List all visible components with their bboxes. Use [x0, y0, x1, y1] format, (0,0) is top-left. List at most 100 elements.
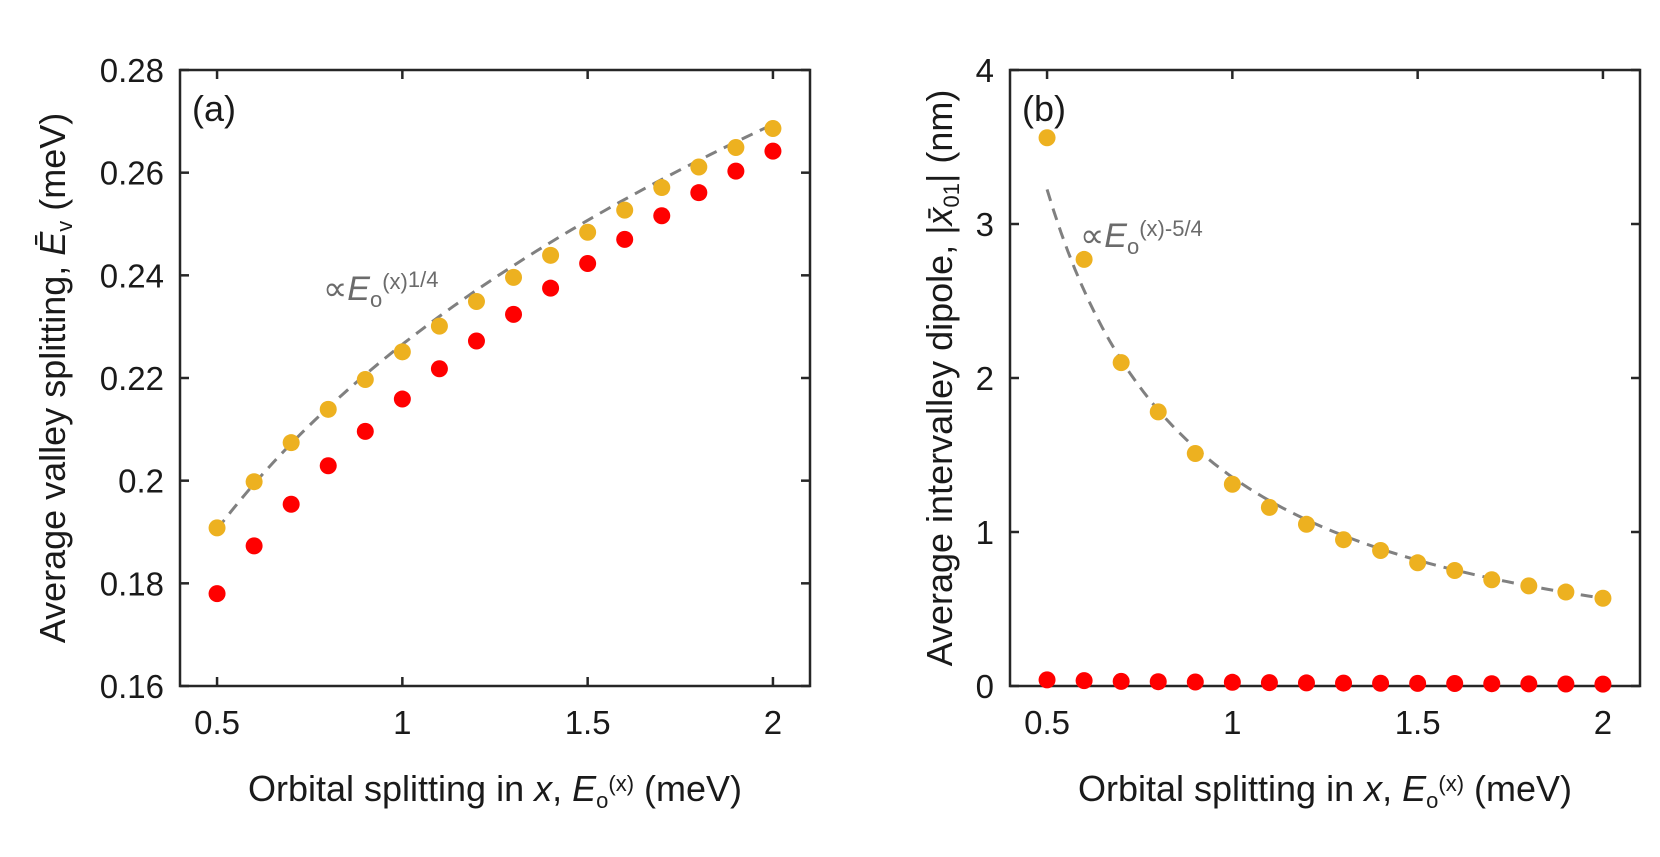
data-point-red — [282, 495, 300, 513]
data-point-yellow — [1223, 475, 1241, 493]
xlabel-a-sub: o — [596, 788, 608, 813]
y-tick-label: 1 — [976, 514, 994, 551]
data-point-yellow — [1483, 571, 1501, 589]
plot-a-frame — [178, 68, 812, 688]
x-tick-label: 0.5 — [194, 704, 240, 741]
panel-a-label: (a) — [192, 88, 236, 129]
fit-b-prefix: ∝ — [1080, 217, 1104, 255]
data-point-yellow — [245, 473, 263, 491]
data-point-yellow — [1520, 577, 1538, 595]
data-point-yellow — [505, 268, 523, 286]
y-tick-label: 0.26 — [100, 155, 164, 192]
xlabel-a-sep: , — [552, 768, 572, 809]
data-point-red — [1520, 675, 1538, 693]
data-point-red — [393, 390, 411, 408]
ylabel-a-sym: Ē — [32, 231, 73, 256]
data-point-yellow — [1594, 589, 1612, 607]
panel-a-fit — [215, 123, 774, 531]
data-point-yellow — [1335, 531, 1353, 549]
fit-line — [215, 123, 774, 531]
data-point-yellow — [579, 223, 597, 241]
data-point-red — [1557, 675, 1575, 693]
fit-line — [1045, 188, 1604, 600]
data-point-red — [1038, 671, 1056, 689]
data-point-red — [1409, 674, 1427, 692]
fit-a-symbol: E — [347, 270, 370, 308]
data-point-red — [616, 230, 634, 248]
x-tick-label: 1 — [1223, 704, 1241, 741]
x-tick-label: 1.5 — [565, 704, 611, 741]
fit-a-sup1: (x) — [382, 269, 408, 294]
data-point-red — [319, 457, 337, 475]
ylabel-b-unit: | (nm) — [919, 90, 960, 183]
data-point-red — [430, 360, 448, 378]
xlabel-a-unit: (meV) — [634, 768, 742, 809]
data-point-red — [467, 332, 485, 350]
data-point-yellow — [1038, 129, 1056, 147]
data-point-yellow — [393, 343, 411, 361]
data-point-red — [208, 585, 226, 603]
panel-b-tick-labels: 0.5 1 1.5 2 0 1 2 3 4 — [976, 52, 1612, 741]
data-point-yellow — [616, 201, 634, 219]
data-point-red — [1112, 672, 1130, 690]
data-point-red — [1075, 672, 1093, 690]
fit-a-sup2: 1/4 — [408, 267, 439, 292]
fit-b-sup1: (x)-5/4 — [1139, 216, 1203, 241]
data-point-yellow — [764, 120, 782, 138]
x-tick-label: 1 — [393, 704, 411, 741]
data-point-red — [1483, 675, 1501, 693]
plot-b-frame — [1008, 68, 1642, 688]
xlabel-b-sym: E — [1402, 768, 1427, 809]
x-tick-label: 2 — [764, 704, 782, 741]
panel-a: 0.5 1 1.5 20.160.180.20.220.240.260.28 (a) … — [32, 52, 812, 813]
xlabel-a-sym: E — [572, 768, 597, 809]
data-point-red — [1446, 675, 1464, 693]
panel-b-label: (b) — [1022, 88, 1066, 129]
data-point-red — [1223, 673, 1241, 691]
data-point-red — [245, 537, 263, 555]
ylabel-b-sym: x̄ — [919, 205, 960, 227]
xlabel-a-sup: (x) — [608, 771, 634, 796]
panel-a-ticks — [180, 68, 810, 688]
data-point-red — [727, 162, 745, 180]
data-point-yellow — [319, 400, 337, 418]
data-point-red — [690, 184, 708, 202]
panel-a-x-axis-label: Orbital splitting in x, Eo(x) (meV) — [248, 768, 742, 813]
data-point-yellow — [1186, 444, 1204, 462]
data-point-red — [1594, 675, 1612, 693]
y-tick-label: 2 — [976, 360, 994, 397]
data-point-yellow — [1446, 562, 1464, 579]
xlabel-a-var: x — [532, 768, 554, 809]
panel-a-y-axis-label: Average valley splitting, Ēv (meV) — [32, 113, 77, 644]
data-point-red — [653, 207, 671, 225]
xlabel-b-sup: (x) — [1438, 771, 1464, 796]
x-tick-label: 1.5 — [1395, 704, 1441, 741]
ylabel-b-main: Average intervalley dipole, | — [919, 225, 960, 666]
panel-b-fit-annotation: ∝Eo(x)-5/4 — [1080, 216, 1203, 259]
panel-a-fit-annotation: ∝Eo(x)1/4 — [323, 267, 438, 312]
data-point-yellow — [1297, 515, 1315, 533]
xlabel-a-main: Orbital splitting in — [248, 768, 534, 809]
data-point-yellow — [1409, 554, 1427, 572]
y-tick-label: 0.24 — [100, 257, 164, 294]
data-point-yellow — [1112, 354, 1130, 372]
panel-b-y-axis-label: Average intervalley dipole, |x̄01| (nm) — [919, 90, 964, 667]
y-tick-label: 0.2 — [118, 463, 164, 500]
data-point-red — [764, 142, 782, 160]
data-point-red — [1372, 674, 1390, 692]
data-point-red — [579, 255, 597, 273]
data-point-red — [1186, 673, 1204, 691]
ylabel-a-main: Average valley splitting, — [32, 256, 73, 644]
ylabel-a-sub: v — [52, 221, 77, 232]
ylabel-b-sub: 01 — [939, 183, 964, 207]
data-point-yellow — [1149, 403, 1167, 421]
xlabel-b-sep: , — [1382, 768, 1402, 809]
fit-b-sub: o — [1127, 234, 1139, 259]
panel-a-points — [208, 120, 782, 603]
data-point-yellow — [356, 371, 374, 389]
data-point-yellow — [653, 179, 671, 197]
data-point-red — [1297, 674, 1315, 692]
fit-a-prefix: ∝ — [323, 270, 347, 308]
xlabel-b-var: x — [1362, 768, 1384, 809]
data-point-yellow — [1557, 583, 1575, 601]
